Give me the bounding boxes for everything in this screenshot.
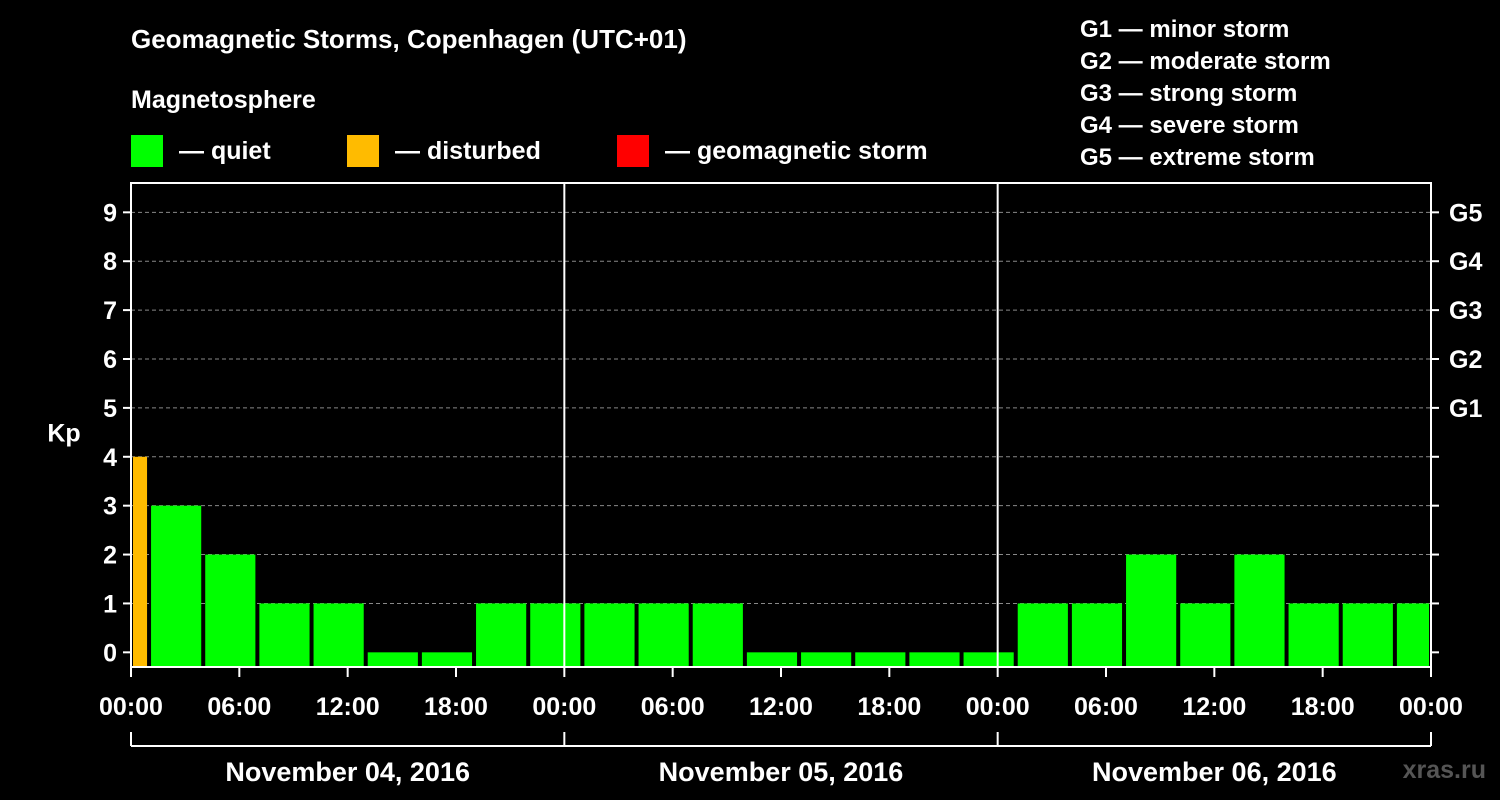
g-scale-label: G2 [1449, 346, 1482, 374]
kp-bar [1342, 603, 1393, 667]
kp-bar [259, 603, 310, 667]
g-legend-item: G4 — severe storm [1080, 112, 1299, 139]
kp-bar [530, 603, 581, 667]
y-tick-label: 7 [103, 297, 117, 325]
g-scale-legend: G1 — minor storm G2 — moderate storm G3 … [1080, 14, 1331, 174]
legend-disturbed-label: — disturbed [395, 136, 541, 165]
y-tick-label: 4 [103, 444, 117, 472]
magnetosphere-label: Magnetosphere [131, 86, 316, 114]
quiet-swatch [131, 135, 163, 167]
g-legend-item: G5 — extreme storm [1080, 144, 1315, 171]
x-tick-label: 12:00 [316, 693, 380, 721]
x-tick-label: 18:00 [424, 693, 488, 721]
x-tick-label: 12:00 [749, 693, 813, 721]
y-tick-label: 1 [103, 590, 117, 618]
kp-bar [476, 603, 527, 667]
legend-storm: — geomagnetic storm [617, 134, 928, 168]
kp-bar [1288, 603, 1339, 667]
chart-title: Geomagnetic Storms, Copenhagen (UTC+01) [131, 24, 687, 54]
kp-bar [692, 603, 743, 667]
y-tick-label: 3 [103, 493, 117, 521]
y-tick-label: 0 [103, 639, 117, 667]
legend-quiet: — quiet [131, 134, 271, 168]
kp-bar [1126, 554, 1177, 667]
g-legend-item: G3 — strong storm [1080, 80, 1298, 107]
x-tick-label: 00:00 [532, 693, 596, 721]
x-tick-label: 00:00 [966, 693, 1030, 721]
g-scale-label: G4 [1449, 248, 1482, 276]
kp-bar [367, 652, 418, 667]
kp-bar [1234, 554, 1285, 667]
disturbed-swatch [347, 135, 379, 167]
kp-bar [1180, 603, 1231, 667]
kp-bar [909, 652, 960, 667]
kp-bar [801, 652, 852, 667]
g-legend-item: G1 — minor storm [1080, 16, 1290, 43]
legend-quiet-label: — quiet [179, 136, 271, 165]
kp-bar [1017, 603, 1068, 667]
x-tick-label: 06:00 [641, 693, 705, 721]
x-tick-label: 00:00 [99, 693, 163, 721]
x-tick-label: 06:00 [207, 693, 271, 721]
x-tick-label: 00:00 [1399, 693, 1463, 721]
x-tick-label: 12:00 [1182, 693, 1246, 721]
kp-bar [133, 456, 148, 667]
storm-swatch [617, 135, 649, 167]
y-tick-label: 5 [103, 395, 117, 423]
y-tick-label: 6 [103, 346, 117, 374]
kp-bar [421, 652, 473, 667]
watermark: xras.ru [1402, 756, 1486, 784]
kp-bar [855, 652, 906, 667]
day-label: November 06, 2016 [1092, 757, 1337, 787]
g-scale-label: G5 [1449, 199, 1482, 227]
g-legend-item: G2 — moderate storm [1080, 48, 1331, 75]
x-tick-label: 18:00 [1291, 693, 1355, 721]
y-tick-label: 2 [103, 542, 117, 570]
y-tick-label: 8 [103, 248, 117, 276]
legend-storm-label: — geomagnetic storm [665, 136, 928, 165]
legend-disturbed: — disturbed [347, 134, 541, 168]
g-scale-label: G1 [1449, 395, 1482, 423]
kp-bar [638, 603, 689, 667]
kp-bar [963, 652, 1014, 667]
kp-bar [151, 505, 202, 667]
day-label: November 04, 2016 [225, 757, 470, 787]
g-scale-label: G3 [1449, 297, 1482, 325]
x-tick-label: 06:00 [1074, 693, 1138, 721]
kp-bar [205, 554, 256, 667]
x-tick-label: 18:00 [857, 693, 921, 721]
kp-bar [1396, 603, 1429, 667]
y-axis-label: Kp [47, 419, 80, 447]
kp-bar [313, 603, 364, 667]
y-tick-label: 9 [103, 199, 117, 227]
kp-bar [584, 603, 635, 667]
day-label: November 05, 2016 [659, 757, 904, 787]
kp-bar [746, 652, 798, 667]
kp-bar [1071, 603, 1123, 667]
